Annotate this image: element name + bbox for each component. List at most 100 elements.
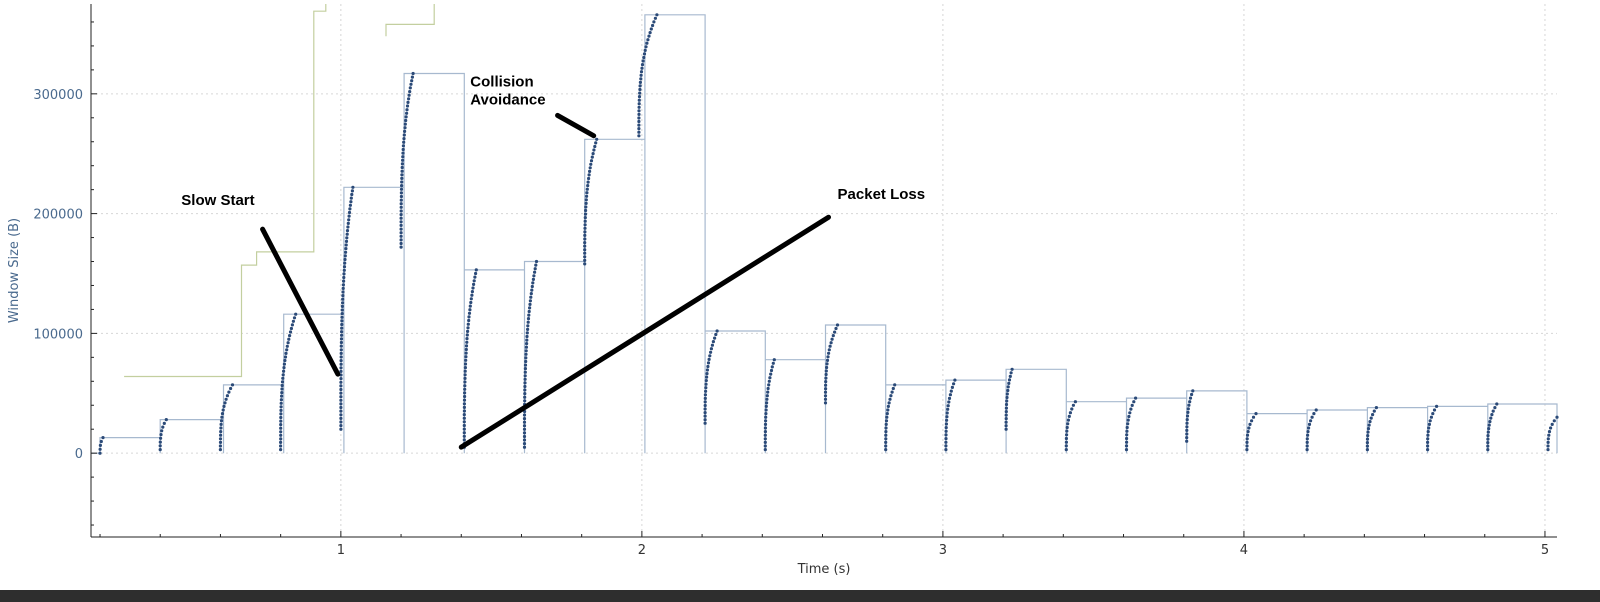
window-point <box>399 241 403 246</box>
window-point <box>1368 420 1372 424</box>
window-point <box>1132 400 1136 404</box>
window-point <box>462 434 466 438</box>
window-point <box>884 433 888 437</box>
window-point <box>1307 426 1311 430</box>
window-point <box>703 407 707 411</box>
window-point <box>823 390 828 394</box>
window-point <box>403 122 407 126</box>
window-point <box>342 279 346 283</box>
green-series-line <box>124 4 327 378</box>
window-point <box>1073 400 1077 404</box>
window-point <box>339 398 343 402</box>
window-point <box>828 344 832 348</box>
window-point <box>583 237 587 241</box>
window-point <box>1004 413 1008 417</box>
window-point <box>405 111 409 115</box>
window-point <box>534 259 539 264</box>
window-point <box>462 409 466 413</box>
window-point <box>162 421 166 425</box>
window-point <box>342 272 346 276</box>
window-point <box>340 308 344 312</box>
window-point <box>708 354 712 358</box>
window-point <box>764 408 768 412</box>
window-point <box>219 419 224 423</box>
window-point <box>474 268 478 272</box>
window-point <box>584 205 588 209</box>
window-point <box>399 205 403 209</box>
window-point <box>462 427 466 431</box>
window-point <box>944 426 948 430</box>
y-tick-label: 200000 <box>33 208 83 223</box>
window-point <box>884 426 888 430</box>
x-tick-label: 1 <box>337 543 345 558</box>
window-point <box>341 283 345 287</box>
window-point <box>1366 434 1370 438</box>
window-point <box>1066 418 1070 422</box>
window-point <box>1245 448 1249 452</box>
window-point <box>640 63 645 67</box>
window-point <box>1004 406 1009 410</box>
window-point <box>401 155 405 159</box>
window-point <box>1009 371 1013 375</box>
window-point <box>286 341 290 345</box>
window-point <box>283 355 288 359</box>
window-point <box>704 379 708 383</box>
window-burst <box>339 185 355 431</box>
window-burst <box>399 71 415 249</box>
window-burst <box>583 137 599 266</box>
window-point <box>1187 403 1191 407</box>
window-point <box>587 173 591 177</box>
window-point <box>1426 437 1430 441</box>
window-point <box>590 155 594 159</box>
window-point <box>339 402 343 406</box>
window-point <box>400 176 404 180</box>
window-point <box>1365 441 1369 445</box>
window-point <box>472 279 476 283</box>
window-point <box>1426 444 1430 448</box>
window-point <box>462 416 466 420</box>
window-point <box>282 362 286 366</box>
window-point <box>401 144 405 148</box>
window-point <box>285 348 289 352</box>
window-point <box>399 231 403 235</box>
window-point <box>1185 414 1190 418</box>
window-burst <box>763 358 776 452</box>
window-point <box>1550 422 1554 426</box>
window-point <box>595 137 599 141</box>
window-point <box>524 349 528 353</box>
window-point <box>769 372 773 376</box>
window-burst <box>522 259 539 449</box>
window-point <box>594 141 598 145</box>
window-point <box>1126 422 1130 426</box>
window-point <box>1004 420 1008 424</box>
window-point <box>522 434 527 439</box>
window-point <box>1010 367 1014 371</box>
window-point <box>766 386 770 391</box>
window-point <box>1486 434 1490 438</box>
window-point <box>289 326 293 331</box>
window-point <box>638 87 642 92</box>
window-point <box>463 391 467 395</box>
window-point <box>292 316 297 320</box>
y-tick-label: 100000 <box>33 327 83 342</box>
window-point <box>399 220 403 224</box>
window-point <box>1125 425 1129 430</box>
window-point <box>522 431 527 435</box>
window-point <box>350 192 354 197</box>
window-point <box>348 203 352 207</box>
window-point <box>349 200 353 204</box>
window-point <box>651 23 655 28</box>
window-point <box>339 380 343 384</box>
window-point <box>403 129 407 133</box>
window-point <box>1064 448 1068 452</box>
window-point <box>1435 404 1439 408</box>
window-point <box>280 380 285 384</box>
window-point <box>411 71 415 76</box>
window-point <box>1546 440 1550 444</box>
window-point <box>1486 448 1490 452</box>
window-point <box>1185 421 1189 425</box>
window-point <box>1365 437 1370 441</box>
window-point <box>639 70 644 74</box>
annotation: Slow Start <box>181 192 341 377</box>
x-tick-label: 5 <box>1541 543 1549 558</box>
